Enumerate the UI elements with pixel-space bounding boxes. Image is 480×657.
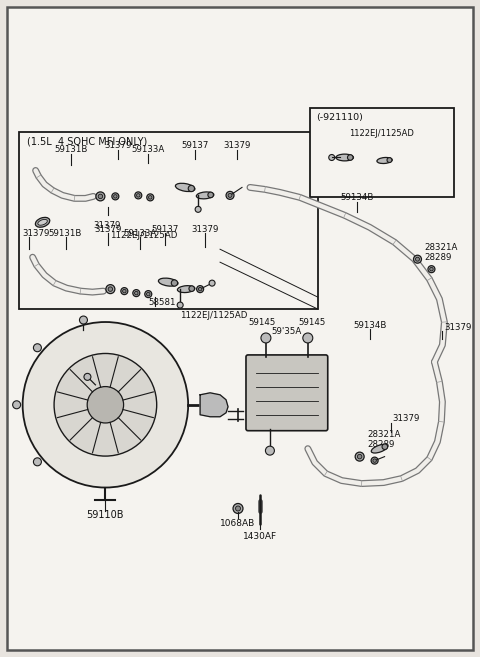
Circle shape	[87, 386, 123, 423]
Ellipse shape	[188, 185, 194, 192]
Text: (-921110): (-921110)	[316, 113, 363, 122]
Circle shape	[430, 267, 433, 271]
Text: 59110B: 59110B	[87, 510, 124, 520]
Circle shape	[233, 503, 243, 514]
Circle shape	[12, 401, 21, 409]
Text: 1122EJ/1125AD: 1122EJ/1125AD	[180, 311, 248, 319]
Circle shape	[121, 288, 128, 294]
Text: 59131B: 59131B	[49, 229, 82, 238]
Text: 59145: 59145	[248, 317, 276, 327]
Ellipse shape	[387, 158, 392, 162]
Circle shape	[371, 457, 378, 464]
Circle shape	[265, 446, 275, 455]
Ellipse shape	[196, 192, 214, 199]
Bar	[19, 131, 318, 309]
Text: 1430AF: 1430AF	[243, 532, 277, 541]
Text: 31379: 31379	[223, 141, 251, 150]
Text: 1068AB: 1068AB	[220, 519, 256, 528]
Circle shape	[108, 287, 113, 291]
Circle shape	[146, 292, 150, 296]
Circle shape	[416, 257, 420, 261]
Circle shape	[198, 287, 202, 291]
Ellipse shape	[371, 444, 388, 453]
Ellipse shape	[189, 286, 194, 292]
Ellipse shape	[208, 192, 214, 198]
Ellipse shape	[38, 219, 48, 225]
Ellipse shape	[36, 217, 50, 227]
Circle shape	[80, 316, 87, 324]
Circle shape	[413, 255, 421, 263]
Circle shape	[195, 206, 201, 212]
Text: 59133A: 59133A	[124, 229, 157, 238]
Circle shape	[133, 290, 140, 296]
Circle shape	[34, 458, 41, 466]
Text: 58581: 58581	[148, 298, 176, 307]
Polygon shape	[200, 393, 228, 417]
FancyBboxPatch shape	[246, 355, 328, 431]
Text: 31379: 31379	[444, 323, 472, 332]
Text: 1122EJ/1125AD: 1122EJ/1125AD	[349, 129, 414, 138]
Text: (1.5L  4 SOHC MFI ONLY): (1.5L 4 SOHC MFI ONLY)	[26, 137, 147, 147]
Circle shape	[98, 194, 103, 198]
Text: 28289: 28289	[368, 440, 395, 449]
Text: 28321A: 28321A	[368, 430, 401, 439]
Circle shape	[54, 353, 156, 456]
Text: 28321A: 28321A	[424, 242, 458, 252]
Circle shape	[134, 291, 138, 295]
Text: 59145: 59145	[298, 317, 325, 327]
Circle shape	[177, 302, 183, 308]
Text: 31379: 31379	[95, 225, 122, 234]
Circle shape	[209, 280, 215, 286]
Text: 31379: 31379	[192, 225, 219, 234]
Text: 28289: 28289	[424, 253, 452, 261]
Circle shape	[112, 193, 119, 200]
Circle shape	[34, 344, 41, 351]
Circle shape	[261, 333, 271, 343]
Circle shape	[114, 194, 117, 198]
Text: 59137: 59137	[152, 225, 179, 234]
Ellipse shape	[336, 154, 353, 161]
Circle shape	[145, 290, 152, 298]
Circle shape	[122, 289, 126, 293]
Text: 59133A: 59133A	[132, 145, 165, 154]
Circle shape	[428, 265, 435, 273]
Ellipse shape	[377, 158, 392, 164]
Circle shape	[373, 459, 376, 463]
Ellipse shape	[382, 444, 388, 449]
Circle shape	[84, 373, 91, 380]
Text: 59134B: 59134B	[353, 321, 386, 330]
Text: 59'35A: 59'35A	[272, 327, 302, 336]
Circle shape	[148, 196, 152, 199]
Circle shape	[228, 193, 232, 197]
Text: 1122EJ/1125AD: 1122EJ/1125AD	[110, 231, 178, 240]
Circle shape	[358, 455, 362, 459]
Circle shape	[96, 192, 105, 201]
Circle shape	[23, 322, 188, 487]
Text: 31379: 31379	[94, 221, 121, 230]
Circle shape	[236, 506, 240, 511]
Text: 31379: 31379	[393, 414, 420, 423]
Circle shape	[136, 194, 140, 197]
Ellipse shape	[175, 183, 195, 192]
Text: 59137: 59137	[181, 141, 209, 150]
Circle shape	[147, 194, 154, 201]
Text: 31379: 31379	[105, 141, 132, 150]
Text: 59131B: 59131B	[55, 145, 88, 154]
Text: 59134B: 59134B	[340, 193, 373, 202]
Circle shape	[106, 284, 115, 294]
Circle shape	[226, 191, 234, 199]
Circle shape	[135, 192, 142, 199]
Ellipse shape	[178, 286, 195, 292]
Bar	[310, 108, 455, 197]
Ellipse shape	[348, 154, 353, 160]
Text: 31379: 31379	[23, 229, 50, 238]
Circle shape	[197, 286, 204, 292]
Circle shape	[329, 154, 335, 160]
Circle shape	[355, 452, 364, 461]
Ellipse shape	[158, 278, 178, 286]
Circle shape	[303, 333, 313, 343]
Ellipse shape	[171, 280, 178, 286]
